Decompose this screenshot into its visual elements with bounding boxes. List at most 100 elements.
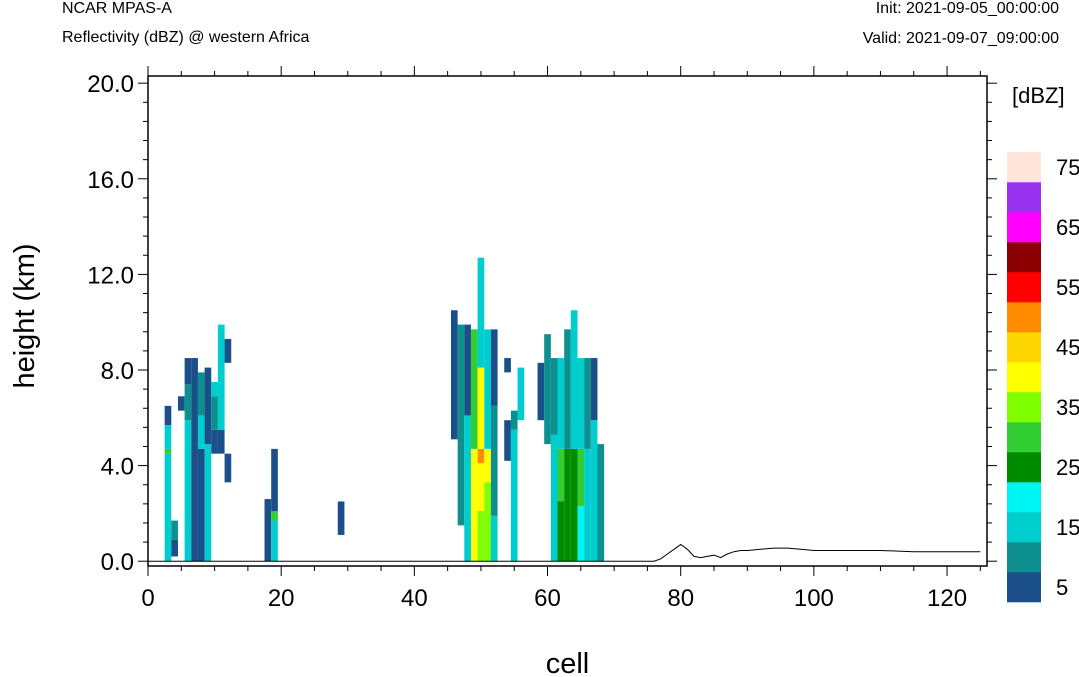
x-tick-label: 0 [141, 585, 154, 612]
colorbar-swatch [1007, 182, 1041, 213]
reflectivity-cell [450, 310, 458, 440]
terrain-line [148, 543, 981, 562]
reflectivity-cell [490, 515, 498, 562]
reflectivity-cell [211, 429, 218, 454]
colorbar-label: 15 [1056, 515, 1079, 540]
reflectivity-cell [271, 448, 278, 512]
reflectivity-cell [557, 448, 565, 502]
plot-frame [147, 75, 988, 567]
colorbar-swatch [1007, 242, 1041, 273]
y-tick-label: 0.0 [101, 549, 134, 576]
reflectivity-cell [477, 257, 485, 368]
reflectivity-cell [584, 448, 591, 562]
reflectivity-cell [164, 453, 172, 562]
reflectivity-cell [564, 448, 571, 562]
reflectivity-cell [264, 499, 272, 562]
reflectivity-cell [484, 482, 491, 562]
colorbar-swatch [1007, 572, 1041, 603]
colorbar-swatch [1007, 362, 1041, 393]
reflectivity-cell [224, 453, 232, 483]
x-tick-label: 80 [667, 585, 694, 612]
reflectivity-cell [164, 448, 172, 454]
colorbar-label: 75 [1056, 155, 1079, 180]
plot-subtitle: Reflectivity (dBZ) @ western Africa [62, 29, 310, 46]
reflectivity-cell [577, 358, 585, 449]
reflectivity-cell [477, 463, 485, 512]
reflectivity-cell [544, 334, 551, 445]
colorbar-swatch [1007, 542, 1041, 573]
reflectivity-cell [470, 329, 478, 449]
colorbar: 5 15 25 35 45 55 65 75 [1007, 152, 1079, 603]
reflectivity-cell [197, 448, 205, 562]
colorbar-swatch [1007, 332, 1041, 363]
reflectivity-cell [537, 362, 545, 421]
reflectivity-cell [184, 420, 192, 562]
reflectivity-cell [504, 358, 511, 373]
terrain-layer [148, 543, 981, 562]
reflectivity-cell [211, 381, 218, 397]
x-tick-label: 40 [401, 585, 428, 612]
reflectivity-cell [184, 384, 192, 421]
y-tick-label: 20.0 [87, 71, 134, 98]
colorbar-swatch [1007, 392, 1041, 423]
reflectivity-cell [164, 405, 172, 425]
reflectivity-cell [557, 358, 565, 449]
x-tick-label: 100 [794, 585, 834, 612]
y-tick-label: 8.0 [101, 358, 134, 385]
reflectivity-cell [564, 329, 571, 449]
reflectivity-cell [211, 396, 218, 430]
reflectivity-cell [217, 324, 225, 430]
colorbar-label: 65 [1056, 215, 1079, 240]
y-tick-label: 16.0 [87, 167, 134, 194]
plot-title: NCAR MPAS-A [62, 0, 172, 17]
y-axis: 0.0 4.0 8.0 12.0 16.0 20.0 [87, 71, 997, 576]
reflectivity-cell [171, 520, 178, 540]
colorbar-swatch [1007, 152, 1041, 183]
valid-time-label: Valid: 2021-09-07_09:00:00 [862, 30, 1059, 47]
reflectivity-cell [470, 448, 478, 483]
reflectivity-cell [464, 324, 471, 416]
colorbar-swatch [1007, 482, 1041, 513]
colorbar-swatch [1007, 302, 1041, 333]
reflectivity-cell [164, 424, 172, 449]
x-tick-label: 20 [268, 585, 295, 612]
colorbar-label: 5 [1056, 575, 1068, 600]
reflectivity-cell [271, 511, 278, 521]
colorbar-label: 45 [1056, 335, 1079, 360]
colorbar-label: 25 [1056, 455, 1079, 480]
reflectivity-cell [477, 367, 485, 449]
colorbar-swatch [1007, 212, 1041, 243]
reflectivity-cell [184, 358, 192, 385]
colorbar-swatch [1007, 272, 1041, 303]
reflectivity-cell [191, 358, 198, 445]
y-axis-title: height (km) [9, 243, 41, 388]
reflectivity-cell [470, 482, 478, 562]
reflectivity-cell [337, 501, 345, 535]
colorbar-swatch [1007, 512, 1041, 543]
reflectivity-cell [570, 448, 578, 562]
reflectivity-cell [204, 367, 212, 445]
reflectivity-cell [504, 420, 511, 461]
reflectivity-cell [557, 501, 565, 562]
reflectivity-cell [550, 358, 558, 435]
reflectivity-cell [224, 338, 232, 363]
reflectivity-cell [271, 520, 278, 562]
x-tick-label: 60 [534, 585, 561, 612]
y-tick-label: 12.0 [87, 262, 134, 289]
reflectivity-cell [517, 367, 525, 421]
reflectivity-cell [464, 415, 471, 562]
reflectivity-cell [457, 444, 465, 526]
heatmap-cells [164, 257, 605, 562]
reflectivity-cell [577, 506, 585, 562]
reflectivity-cell [550, 434, 558, 562]
reflectivity-cell [484, 329, 491, 449]
reflectivity-cell [490, 329, 498, 406]
init-time-label: Init: 2021-09-05_00:00:00 [875, 0, 1059, 17]
x-tick-label: 120 [927, 585, 967, 612]
reflectivity-cell [171, 539, 178, 557]
reflectivity-cell [590, 420, 598, 562]
reflectivity-cell [577, 448, 585, 507]
reflectivity-cell [204, 444, 212, 562]
x-axis: 0 20 40 60 80 100 120 [141, 66, 981, 612]
